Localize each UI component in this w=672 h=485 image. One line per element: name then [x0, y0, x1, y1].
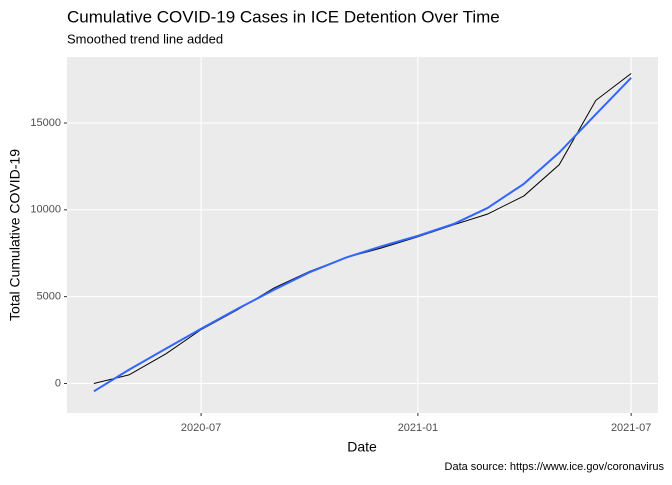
x-axis-label: Date	[347, 439, 377, 455]
chart-title: Cumulative COVID-19 Cases in ICE Detenti…	[67, 7, 500, 26]
y-tick-label: 5000	[37, 291, 61, 303]
y-tick-label: 15000	[30, 117, 61, 129]
y-axis-label: Total Cumulative COVID-19	[7, 149, 23, 321]
y-tick-label: 0	[55, 377, 61, 389]
x-tick-label: 2020-07	[181, 422, 221, 434]
x-tick-label: 2021-07	[611, 422, 651, 434]
x-tick-label: 2021-01	[398, 422, 438, 434]
chart-subtitle: Smoothed trend line added	[67, 31, 223, 46]
caption: Data source: https://www.ice.gov/coronav…	[445, 461, 665, 473]
y-tick-label: 10000	[30, 204, 61, 216]
series-line	[93, 77, 632, 393]
